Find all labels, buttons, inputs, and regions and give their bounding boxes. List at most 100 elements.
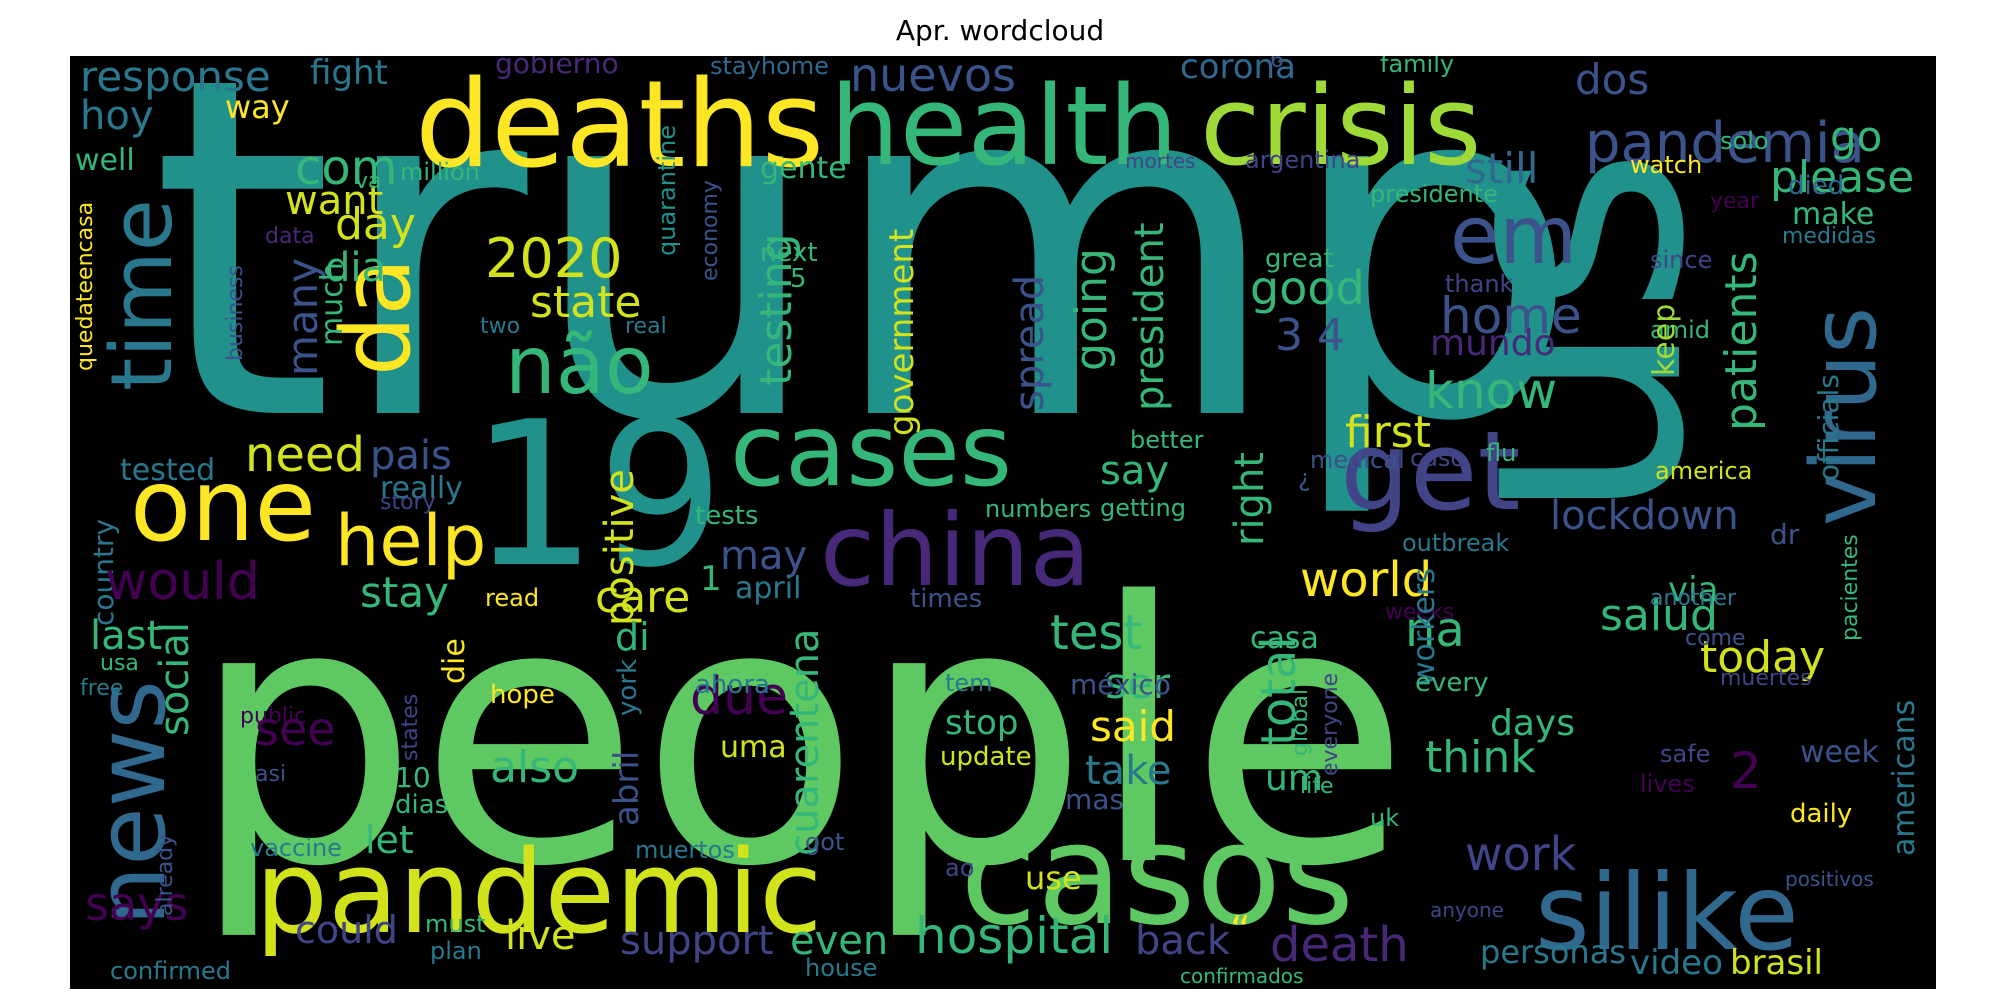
word-173: muertos bbox=[635, 836, 735, 864]
word-157: states bbox=[398, 693, 423, 761]
word-66: testing bbox=[751, 233, 802, 386]
word-76: keep bbox=[1647, 303, 1682, 376]
word-38: please bbox=[1770, 152, 1915, 203]
word-69: going bbox=[1066, 248, 1117, 371]
word-60: great bbox=[1265, 244, 1334, 274]
word-166: life bbox=[1300, 774, 1334, 799]
word-123: test bbox=[1050, 605, 1143, 661]
word-168: let bbox=[365, 818, 414, 862]
word-93: numbers bbox=[985, 495, 1092, 523]
word-71: home bbox=[1440, 287, 1582, 345]
word-52: economy bbox=[698, 180, 723, 281]
word-144: see bbox=[255, 702, 336, 756]
word-35: family bbox=[1380, 56, 1455, 78]
word-162: lives bbox=[1640, 770, 1695, 798]
word-108: may bbox=[720, 533, 808, 579]
word-137: due bbox=[690, 667, 788, 727]
word-165: mas bbox=[1065, 783, 1125, 816]
word-184: even bbox=[790, 918, 889, 964]
word-0: trump bbox=[150, 56, 1582, 524]
word-189: anyone bbox=[1430, 898, 1504, 922]
word-11: china bbox=[820, 492, 1091, 609]
word-41: watch bbox=[1630, 151, 1703, 179]
word-107: stay bbox=[360, 568, 449, 617]
word-131: ser bbox=[1105, 659, 1170, 708]
word-57: much bbox=[315, 262, 350, 346]
word-145: global bbox=[1288, 688, 1313, 756]
word-141: every bbox=[1415, 668, 1489, 698]
word-15: one bbox=[130, 447, 317, 564]
word-179: already bbox=[153, 833, 178, 916]
word-4: 19 bbox=[470, 379, 725, 612]
word-62: since bbox=[1650, 246, 1713, 274]
word-65: state bbox=[530, 277, 642, 328]
word-128: usa bbox=[100, 651, 139, 676]
word-111: april bbox=[735, 571, 802, 606]
word-155: update bbox=[940, 742, 1032, 772]
word-110: 1 bbox=[700, 559, 722, 599]
word-44: million bbox=[400, 158, 480, 186]
word-149: um bbox=[1265, 758, 1323, 799]
word-167: uk bbox=[1370, 804, 1400, 832]
word-172: got bbox=[805, 828, 845, 856]
word-106: would bbox=[105, 552, 260, 612]
word-97: ¿ bbox=[1298, 464, 1311, 492]
word-194: plan bbox=[430, 937, 482, 965]
word-148: stop bbox=[945, 703, 1019, 743]
word-78: business bbox=[223, 265, 248, 361]
word-183: support bbox=[620, 918, 774, 964]
word-127: come bbox=[1685, 626, 1746, 651]
word-120: weeks bbox=[1385, 600, 1455, 625]
word-6: health bbox=[830, 62, 1179, 190]
word-122: last bbox=[90, 613, 163, 659]
word-138: ahora bbox=[695, 670, 770, 700]
word-94: medical bbox=[1310, 446, 1405, 474]
word-43: solo bbox=[1720, 127, 1769, 155]
word-12: silike bbox=[1535, 852, 1799, 974]
word-99: officials bbox=[1812, 374, 1845, 481]
word-39: make bbox=[1792, 197, 1875, 232]
wordcloud-canvas: trumppeoplenewus19deathshealthcrisiscaso… bbox=[70, 56, 1936, 989]
word-156: asi bbox=[255, 762, 287, 787]
word-186: back bbox=[1135, 918, 1231, 964]
word-188: death bbox=[1270, 917, 1409, 973]
word-174: ao bbox=[945, 854, 975, 882]
word-82: real bbox=[625, 314, 667, 339]
word-77: quedateencasa bbox=[73, 201, 98, 371]
chart-title: Apr. wordcloud bbox=[895, 14, 1105, 47]
word-147: said bbox=[1090, 702, 1176, 751]
word-146: everyone bbox=[1318, 672, 1343, 776]
word-84: pais bbox=[370, 433, 452, 479]
word-29: want bbox=[285, 178, 384, 224]
word-132: méxico bbox=[1070, 668, 1171, 701]
word-115: world bbox=[1300, 552, 1433, 608]
word-53: day bbox=[335, 199, 416, 250]
word-143: public bbox=[240, 704, 307, 729]
word-19: não bbox=[505, 319, 654, 412]
word-151: days bbox=[1490, 703, 1575, 744]
word-10: cases bbox=[730, 392, 1012, 509]
word-169: work bbox=[1465, 827, 1577, 881]
word-70: president bbox=[1127, 222, 1173, 411]
word-88: first bbox=[1345, 407, 1431, 458]
word-158: also bbox=[490, 742, 580, 793]
word-8: casos bbox=[960, 794, 1355, 957]
word-163: 10 bbox=[395, 761, 431, 794]
word-116: na bbox=[1405, 602, 1465, 658]
word-136: hope bbox=[490, 680, 555, 710]
word-75: patients bbox=[1716, 251, 1767, 431]
word-9: pandemic bbox=[255, 826, 823, 960]
word-85: tested bbox=[120, 453, 216, 488]
word-129: free bbox=[80, 676, 124, 701]
word-37: go bbox=[1830, 112, 1883, 161]
word-20: em bbox=[1450, 189, 1578, 282]
word-164: dias bbox=[395, 790, 449, 820]
word-130: die bbox=[437, 638, 472, 684]
word-196: confirmados bbox=[1180, 964, 1304, 988]
word-177: positivos bbox=[1785, 867, 1874, 891]
word-50: medidas bbox=[1782, 224, 1876, 249]
word-185: hospital bbox=[915, 907, 1114, 965]
word-114: read bbox=[485, 584, 540, 612]
word-25: response bbox=[80, 56, 271, 101]
word-86: really bbox=[380, 471, 463, 506]
